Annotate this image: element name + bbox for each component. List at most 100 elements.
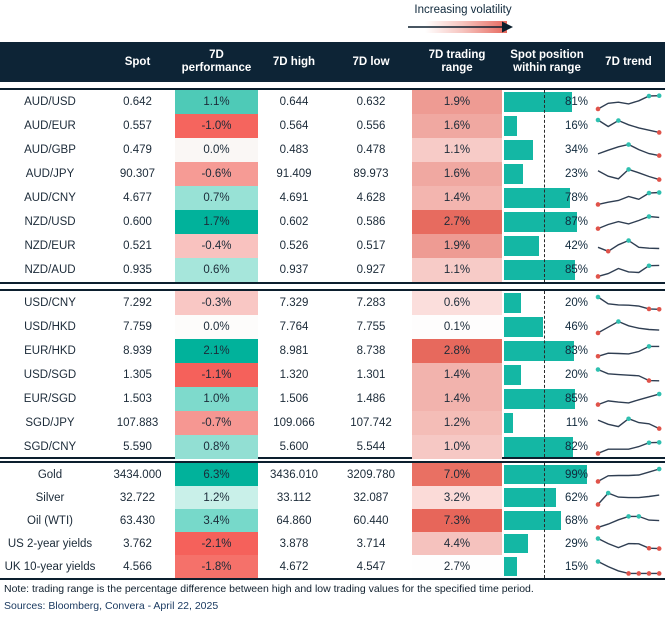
low-value: 7.283 [356, 297, 386, 309]
trend-sparkline [595, 190, 661, 207]
max-dot [595, 367, 600, 372]
max-dot [656, 466, 661, 471]
position-label: 99% [564, 468, 588, 481]
max-dot [656, 93, 661, 98]
position-label: 68% [564, 514, 588, 527]
position-label: 42% [564, 240, 588, 252]
trend-cell [592, 234, 665, 258]
low-value: 1.301 [356, 369, 386, 381]
table-row: AUD/USD 0.642 1.1% 0.644 0.632 1.9% 81% [0, 90, 665, 114]
high-value: 5.600 [279, 441, 309, 453]
table-row: NZD/AUD 0.935 0.6% 0.937 0.927 1.1% 85% [0, 258, 665, 282]
low-value: 4.547 [356, 560, 386, 573]
instrument-label: UK 10-year yields [4, 560, 96, 573]
position-bar [504, 260, 576, 280]
performance-cell: 0.8% [175, 435, 258, 459]
instrument-label: NZD/EUR [24, 240, 76, 252]
trend-cell [592, 411, 665, 435]
performance-cell: -0.7% [175, 411, 258, 435]
table-row: Silver 32.722 1.2% 33.112 32.087 3.2% 62% [0, 486, 665, 509]
trend-sparkline [597, 238, 659, 254]
performance-cell: 0.0% [175, 315, 258, 339]
header-7d-high: 7D high [272, 55, 316, 68]
position-cell: 81% [502, 90, 592, 114]
group-commodities-yields: Gold 3434.000 6.3% 3436.010 3209.780 7.0% 99% S… [0, 461, 665, 580]
table-row: USD/SGD 1.305 -1.1% 1.320 1.301 1.4% 20% [0, 363, 665, 387]
trading-range-cell: 7.3% [412, 509, 502, 532]
trend-sparkline [595, 513, 659, 530]
min-dot [656, 306, 661, 312]
trend-cell [592, 387, 665, 411]
position-label: 81% [564, 96, 588, 108]
instrument-label: AUD/JPY [25, 168, 75, 180]
high-value: 0.564 [279, 120, 309, 132]
high-value: 0.644 [279, 96, 309, 108]
min-dot [646, 306, 651, 312]
spot-value: 8.939 [123, 345, 152, 357]
spot-value: 4.566 [123, 560, 152, 573]
performance-cell: 1.0% [175, 387, 258, 411]
min-dot [646, 570, 651, 576]
min-dot [656, 153, 661, 158]
trend-cell [592, 463, 665, 486]
instrument-label: USD/HKD [24, 321, 76, 333]
trend-sparkline [595, 319, 659, 336]
low-value: 0.517 [356, 240, 386, 252]
low-value: 3.714 [356, 537, 386, 550]
position-label: 15% [564, 560, 588, 573]
instrument-label: EUR/SGD [23, 393, 77, 405]
high-value: 64.860 [276, 514, 312, 527]
position-cell: 20% [502, 291, 592, 315]
instrument-label: USD/CNY [24, 297, 76, 309]
table-row: SGD/JPY 107.883 -0.7% 109.066 107.742 1.2% 11% [0, 411, 665, 435]
instrument-label: SGD/CNY [23, 441, 77, 453]
position-cell: 83% [502, 339, 592, 363]
trading-range-cell: 2.7% [412, 210, 502, 234]
max-dot [656, 190, 661, 195]
position-label: 82% [564, 441, 588, 453]
max-dot [595, 117, 600, 123]
instrument-label: Gold [37, 468, 63, 481]
performance-cell: 1.2% [175, 486, 258, 509]
trend-sparkline [595, 294, 661, 312]
min-dot [595, 274, 600, 279]
trend-cell [592, 555, 665, 578]
trading-range-cell: 3.2% [412, 486, 502, 509]
performance-cell: 2.1% [175, 339, 258, 363]
trading-range-cell: 1.2% [412, 411, 502, 435]
high-value: 1.506 [279, 393, 309, 405]
position-cell: 42% [502, 234, 592, 258]
trend-cell [592, 162, 665, 186]
position-label: 85% [564, 264, 588, 276]
low-value: 0.556 [356, 120, 386, 132]
low-value: 89.973 [353, 168, 389, 180]
max-dot [646, 344, 651, 349]
instrument-label: AUD/CNY [24, 192, 76, 204]
high-value: 7.329 [279, 297, 309, 309]
volatility-legend-label: Increasing volatility [414, 4, 512, 16]
header-spot: Spot [124, 55, 151, 68]
min-dot [595, 226, 600, 231]
header-7d-trading-range: 7D trading range [428, 49, 486, 74]
position-bar [504, 365, 521, 385]
trading-range-cell: 1.4% [412, 387, 502, 411]
performance-cell: -0.6% [175, 162, 258, 186]
volatility-gradient-arrow [370, 19, 520, 35]
position-label: 87% [564, 216, 588, 228]
instrument-label: AUD/EUR [24, 120, 76, 132]
position-cell: 68% [502, 509, 592, 532]
performance-cell: -0.3% [175, 291, 258, 315]
position-cell: 46% [502, 315, 592, 339]
trend-cell [592, 186, 665, 210]
spot-value: 1.305 [123, 369, 152, 381]
table-row: USD/CNY 7.292 -0.3% 7.329 7.283 0.6% 20% [0, 291, 665, 315]
spot-value: 0.642 [123, 96, 152, 108]
trend-cell [592, 138, 665, 162]
trend-cell [592, 509, 665, 532]
position-label: 85% [564, 393, 588, 405]
header-7d-performance: 7D performance [181, 49, 252, 74]
position-bar [504, 212, 578, 232]
max-dot [625, 416, 631, 422]
trading-range-cell: 1.6% [412, 162, 502, 186]
min-dot [636, 570, 641, 576]
